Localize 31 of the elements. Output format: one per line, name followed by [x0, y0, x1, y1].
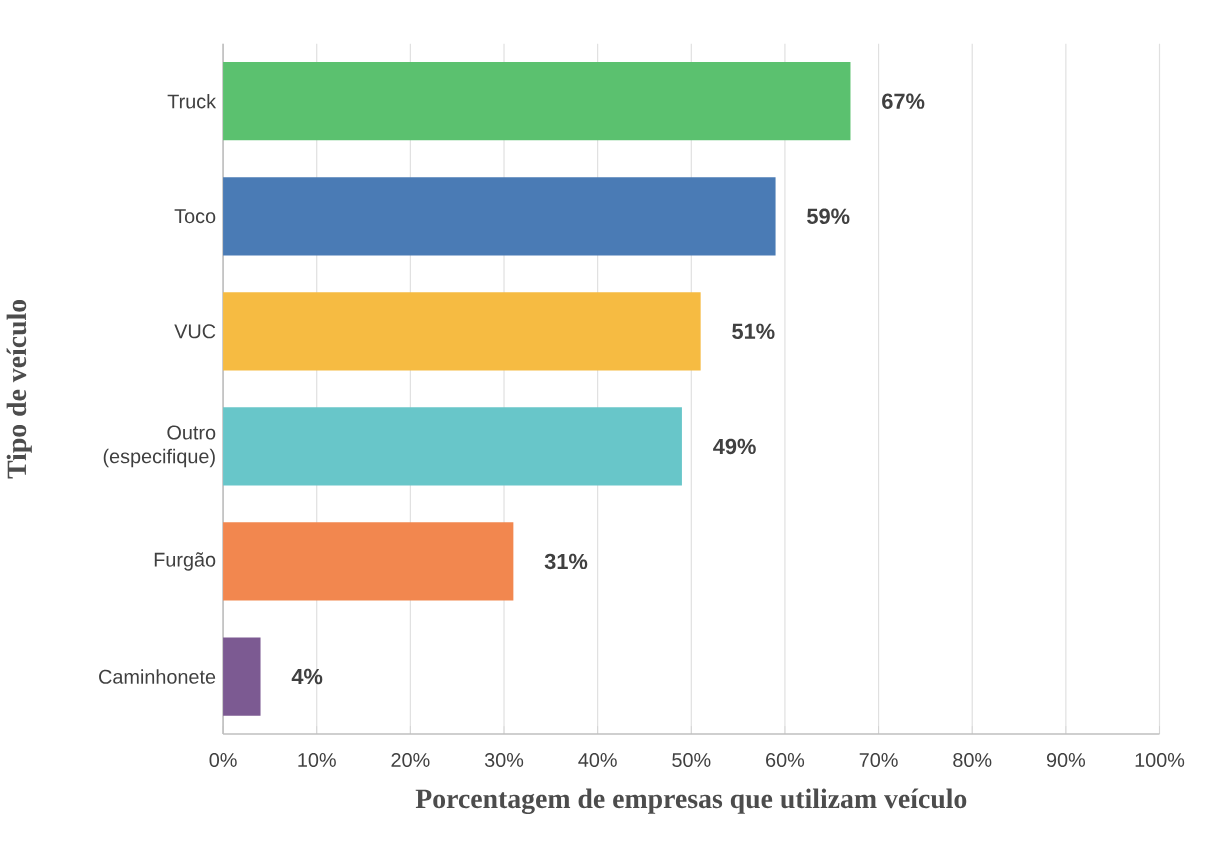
y-tick-label: Caminhonete	[99, 669, 216, 684]
x-tick-label: 50%	[672, 752, 711, 767]
x-tick-label: 60%	[766, 752, 805, 767]
bar	[223, 62, 851, 141]
x-tick-label: 70%	[859, 752, 898, 767]
y-tick-label: Truck	[167, 93, 217, 109]
bar	[223, 177, 776, 256]
y-axis-title: Tipo de veículo	[6, 299, 32, 479]
y-tick-label: Toco	[174, 209, 216, 224]
data-label: 67%	[882, 93, 925, 109]
x-tick-label: 20%	[391, 752, 430, 767]
x-tick-label: 80%	[953, 752, 992, 767]
bar	[223, 292, 701, 371]
data-label: 49%	[713, 438, 756, 455]
bar	[223, 637, 261, 716]
x-tick-label: 40%	[578, 752, 617, 767]
y-tick-label: Outro (especifique)	[103, 425, 216, 468]
bar	[223, 407, 682, 486]
bar	[223, 522, 514, 601]
x-tick-label: 90%	[1046, 752, 1086, 767]
x-tick-label: 0%	[209, 752, 237, 767]
x-tick-label: 30%	[484, 752, 524, 767]
data-label: 31%	[544, 553, 588, 570]
data-label: 51%	[732, 323, 775, 340]
x-tick-label: 10%	[298, 752, 336, 767]
y-tick-label: Furgão	[154, 552, 216, 571]
data-label: 4%	[291, 668, 323, 685]
y-tick-label: VUC	[174, 324, 216, 339]
data-label: 59%	[807, 208, 850, 224]
x-axis-title: Porcentagem de empresas que utilizam veículo	[415, 788, 967, 814]
x-tick-label: 100%	[1135, 752, 1185, 767]
